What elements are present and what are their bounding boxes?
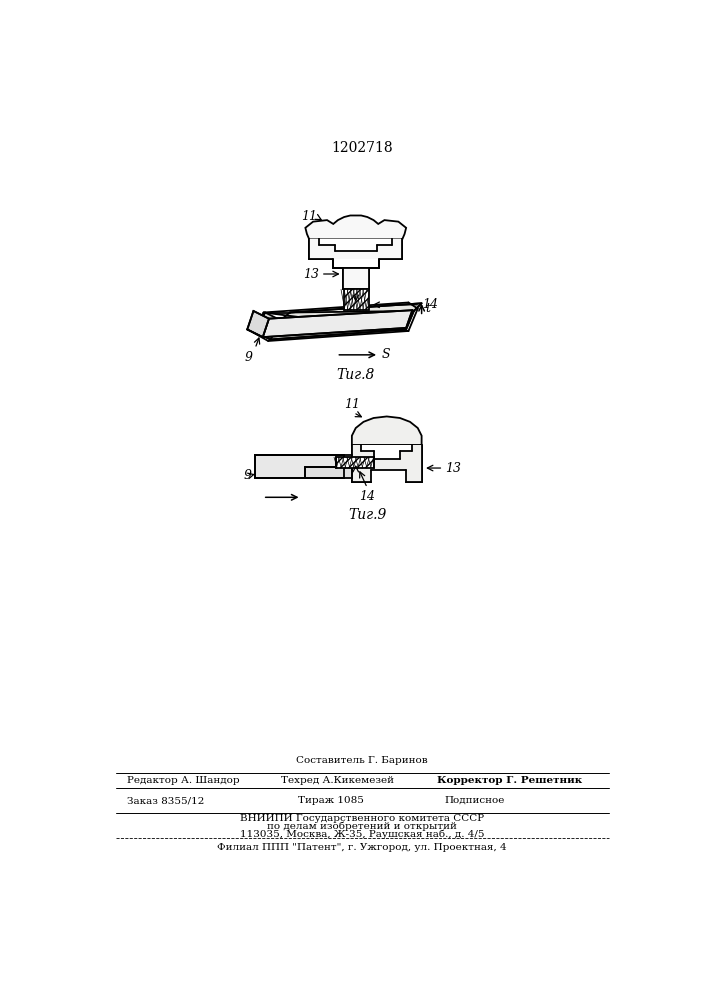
Text: по делам изобретений и открытий: по делам изобретений и открытий (267, 821, 457, 831)
Polygon shape (247, 311, 269, 337)
Polygon shape (361, 445, 412, 451)
Text: 1202718: 1202718 (331, 141, 393, 155)
Text: S: S (381, 348, 390, 361)
Polygon shape (335, 245, 377, 251)
Text: Подписное: Подписное (445, 796, 506, 805)
Polygon shape (373, 451, 400, 459)
Polygon shape (352, 445, 421, 482)
Polygon shape (343, 268, 369, 289)
Text: 13: 13 (303, 267, 320, 280)
Text: Тираж 1085: Тираж 1085 (298, 796, 363, 805)
Text: Корректор Г. Решетник: Корректор Г. Решетник (437, 776, 583, 785)
Polygon shape (371, 470, 406, 482)
Text: Техред А.Кикемезей: Техред А.Кикемезей (281, 776, 394, 785)
Text: Филиал ППП "Патент", г. Ужгород, ул. Проектная, 4: Филиал ППП "Патент", г. Ужгород, ул. Про… (217, 843, 507, 852)
Polygon shape (255, 455, 344, 478)
Polygon shape (255, 312, 281, 339)
Polygon shape (352, 416, 421, 445)
Text: ВНИИПИ Государственного комитета СССР: ВНИИПИ Государственного комитета СССР (240, 814, 484, 823)
Polygon shape (281, 303, 421, 320)
Text: Τиг.8: Τиг.8 (337, 368, 375, 382)
Polygon shape (305, 215, 406, 239)
Polygon shape (344, 289, 369, 310)
Text: 13: 13 (445, 462, 461, 475)
Text: 11: 11 (344, 398, 360, 411)
Polygon shape (337, 457, 373, 468)
Polygon shape (271, 311, 414, 339)
Polygon shape (309, 239, 402, 259)
Text: Редактор А. Шандор: Редактор А. Шандор (127, 776, 240, 785)
Text: Заказ 8355/12: Заказ 8355/12 (127, 796, 204, 805)
Text: Τиг.9: Τиг.9 (348, 508, 387, 522)
Text: 9: 9 (245, 351, 252, 364)
Polygon shape (263, 310, 412, 337)
Polygon shape (305, 466, 352, 478)
Text: 14: 14 (359, 490, 375, 503)
Text: 14: 14 (421, 298, 438, 311)
Text: 11: 11 (301, 210, 317, 223)
Text: 9: 9 (243, 469, 251, 482)
Polygon shape (320, 239, 392, 245)
Text: t: t (426, 302, 431, 315)
Text: Составитель Г. Баринов: Составитель Г. Баринов (296, 756, 428, 765)
Text: 113035, Москва, Ж-35, Раушская наб., д. 4/5: 113035, Москва, Ж-35, Раушская наб., д. … (240, 829, 484, 839)
